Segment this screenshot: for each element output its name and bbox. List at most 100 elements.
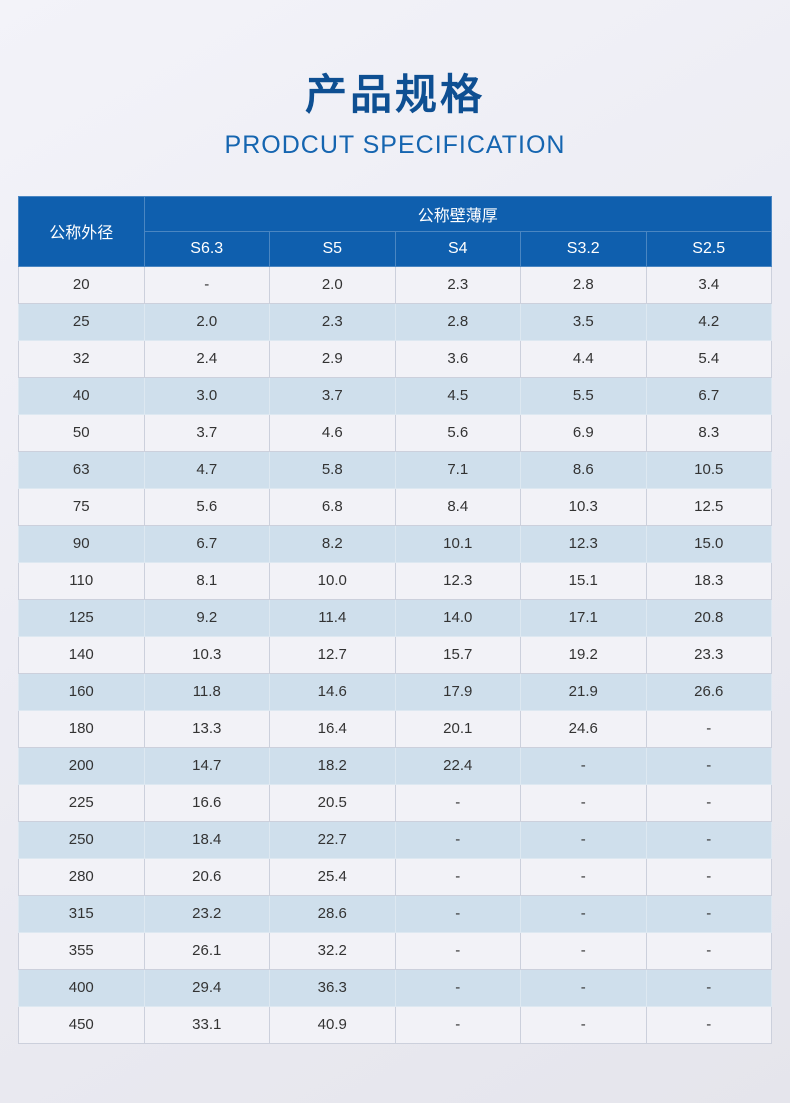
value-cell: 20.6 bbox=[143, 857, 270, 896]
value-cell: - bbox=[645, 820, 772, 859]
table-row: 315 23.2 28.6- - - bbox=[18, 894, 772, 933]
od-cell: 125 bbox=[18, 598, 145, 637]
value-cell: - bbox=[645, 931, 772, 970]
value-cell: 23.3 bbox=[645, 635, 772, 674]
value-cell: 2.3 bbox=[394, 265, 521, 304]
value-cell: 18.3 bbox=[645, 561, 772, 600]
column-header-cell: S4 bbox=[394, 230, 521, 267]
table-row: 20-2.0 2.3 2.8 3.4 bbox=[18, 265, 772, 304]
value-cell: 16.6 bbox=[143, 783, 270, 822]
value-cell: - bbox=[520, 820, 647, 859]
value-cell: 8.6 bbox=[520, 450, 647, 489]
od-cell: 50 bbox=[18, 413, 145, 452]
table-row: 32 2.4 2.9 3.6 4.4 5.4 bbox=[18, 339, 772, 378]
value-cell: 10.5 bbox=[645, 450, 772, 489]
value-cell: 2.0 bbox=[143, 302, 270, 341]
value-cell: 18.2 bbox=[269, 746, 396, 785]
value-cell: 36.3 bbox=[269, 968, 396, 1007]
od-cell: 200 bbox=[18, 746, 145, 785]
value-cell: 40.9 bbox=[269, 1005, 396, 1044]
spec-table-container: 公称外径 公称壁薄厚 S6.3 S5 S4 S3.2 S2.5 20-2.0 2.3 2.8… bbox=[18, 195, 772, 1044]
value-cell: - bbox=[520, 931, 647, 970]
value-cell: 15.1 bbox=[520, 561, 647, 600]
value-cell: 5.8 bbox=[269, 450, 396, 489]
value-cell: 16.4 bbox=[269, 709, 396, 748]
table-row: 450 33.1 40.9- - - bbox=[18, 1005, 772, 1044]
table-row: 160 11.8 14.6 17.9 21.9 26.6 bbox=[18, 672, 772, 711]
table-row: 75 5.6 6.8 8.4 10.3 12.5 bbox=[18, 487, 772, 526]
value-cell: - bbox=[645, 968, 772, 1007]
value-cell: 2.4 bbox=[143, 339, 270, 378]
value-cell: 8.3 bbox=[645, 413, 772, 452]
value-cell: 10.3 bbox=[520, 487, 647, 526]
value-cell: 2.8 bbox=[520, 265, 647, 304]
value-cell: 33.1 bbox=[143, 1005, 270, 1044]
value-cell: 2.0 bbox=[269, 265, 396, 304]
od-cell: 75 bbox=[18, 487, 145, 526]
value-cell: 10.1 bbox=[394, 524, 521, 563]
value-cell: 28.6 bbox=[269, 894, 396, 933]
value-cell: 4.2 bbox=[645, 302, 772, 341]
value-cell: 23.2 bbox=[143, 894, 270, 933]
od-cell: 225 bbox=[18, 783, 145, 822]
value-cell: 4.6 bbox=[269, 413, 396, 452]
value-cell: 12.7 bbox=[269, 635, 396, 674]
corner-header-cell: 公称外径 bbox=[18, 195, 145, 267]
value-cell: 3.7 bbox=[269, 376, 396, 415]
od-cell: 180 bbox=[18, 709, 145, 748]
value-cell: 8.2 bbox=[269, 524, 396, 563]
od-cell: 140 bbox=[18, 635, 145, 674]
page-subtitle: PRODCUT SPECIFICATION bbox=[224, 131, 566, 160]
value-cell: - bbox=[645, 894, 772, 933]
column-header-cell: S5 bbox=[269, 230, 396, 267]
value-cell: 8.4 bbox=[394, 487, 521, 526]
table-row: 40 3.0 3.7 4.5 5.5 6.7 bbox=[18, 376, 772, 415]
spec-table-body: 20-2.0 2.3 2.8 3.4 25 2.0 2.3 2.8 3.5 4.2 32 2.4 2.9… bbox=[18, 265, 772, 1044]
value-cell: - bbox=[645, 1005, 772, 1044]
value-cell: 25.4 bbox=[269, 857, 396, 896]
value-cell: 11.4 bbox=[269, 598, 396, 637]
od-cell: 160 bbox=[18, 672, 145, 711]
value-cell: 29.4 bbox=[143, 968, 270, 1007]
value-cell: 18.4 bbox=[143, 820, 270, 859]
value-cell: - bbox=[394, 783, 521, 822]
od-cell: 250 bbox=[18, 820, 145, 859]
od-cell: 280 bbox=[18, 857, 145, 896]
value-cell: 3.7 bbox=[143, 413, 270, 452]
value-cell: 3.0 bbox=[143, 376, 270, 415]
value-cell: 6.8 bbox=[269, 487, 396, 526]
value-cell: 2.3 bbox=[269, 302, 396, 341]
value-cell: 14.0 bbox=[394, 598, 521, 637]
value-cell: 20.1 bbox=[394, 709, 521, 748]
value-cell: 7.1 bbox=[394, 450, 521, 489]
value-cell: 5.6 bbox=[143, 487, 270, 526]
table-row: 110 8.1 10.0 12.3 15.1 18.3 bbox=[18, 561, 772, 600]
value-cell: 22.7 bbox=[269, 820, 396, 859]
table-row: 355 26.1 32.2- - - bbox=[18, 931, 772, 970]
column-header-cell: S2.5 bbox=[645, 230, 772, 267]
value-cell: 10.3 bbox=[143, 635, 270, 674]
value-cell: - bbox=[645, 746, 772, 785]
value-cell: 5.5 bbox=[520, 376, 647, 415]
value-cell: 3.4 bbox=[645, 265, 772, 304]
value-cell: 12.5 bbox=[645, 487, 772, 526]
value-cell: - bbox=[520, 783, 647, 822]
table-row: 63 4.7 5.8 7.1 8.6 10.5 bbox=[18, 450, 772, 489]
column-header-cell: S3.2 bbox=[520, 230, 647, 267]
od-cell: 400 bbox=[18, 968, 145, 1007]
table-row: 140 10.3 12.7 15.7 19.2 23.3 bbox=[18, 635, 772, 674]
table-row: 250 18.4 22.7- - - bbox=[18, 820, 772, 859]
od-cell: 32 bbox=[18, 339, 145, 378]
od-cell: 40 bbox=[18, 376, 145, 415]
value-cell: 22.4 bbox=[394, 746, 521, 785]
value-cell: 26.6 bbox=[645, 672, 772, 711]
od-cell: 90 bbox=[18, 524, 145, 563]
value-cell: - bbox=[394, 894, 521, 933]
table-row: 180 13.3 16.4 20.1 24.6- bbox=[18, 709, 772, 748]
value-cell: 24.6 bbox=[520, 709, 647, 748]
value-cell: 4.5 bbox=[394, 376, 521, 415]
value-cell: 32.2 bbox=[269, 931, 396, 970]
value-cell: 5.6 bbox=[394, 413, 521, 452]
value-cell: 14.6 bbox=[269, 672, 396, 711]
value-cell: 14.7 bbox=[143, 746, 270, 785]
